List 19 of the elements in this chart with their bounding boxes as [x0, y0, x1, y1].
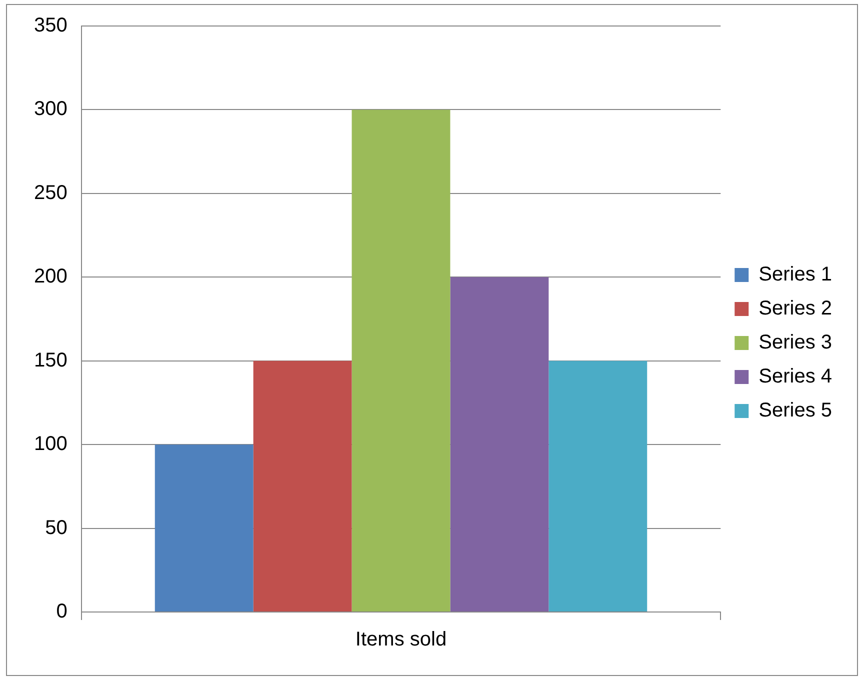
x-tick-label: Items sold: [355, 628, 447, 651]
bar: [253, 360, 352, 612]
legend-label: Series 1: [758, 264, 832, 286]
legend-label: Series 5: [758, 400, 832, 422]
bar: [154, 444, 254, 612]
y-tick-label: 50: [45, 516, 68, 539]
y-tick-label: 300: [34, 98, 68, 120]
y-tick-label: 0: [56, 600, 68, 623]
y-tick-label: 350: [34, 14, 68, 37]
legend-label: Series 3: [758, 332, 832, 354]
y-tick-label: 100: [34, 433, 68, 456]
y-tick-label: 200: [34, 266, 68, 288]
legend-label: Series 2: [758, 298, 832, 320]
y-tick-label: 250: [34, 182, 68, 204]
bar: [548, 360, 648, 612]
bar: [352, 110, 450, 612]
y-tick-label: 150: [34, 349, 68, 372]
bar: [450, 277, 549, 612]
legend-label: Series 4: [758, 366, 832, 388]
